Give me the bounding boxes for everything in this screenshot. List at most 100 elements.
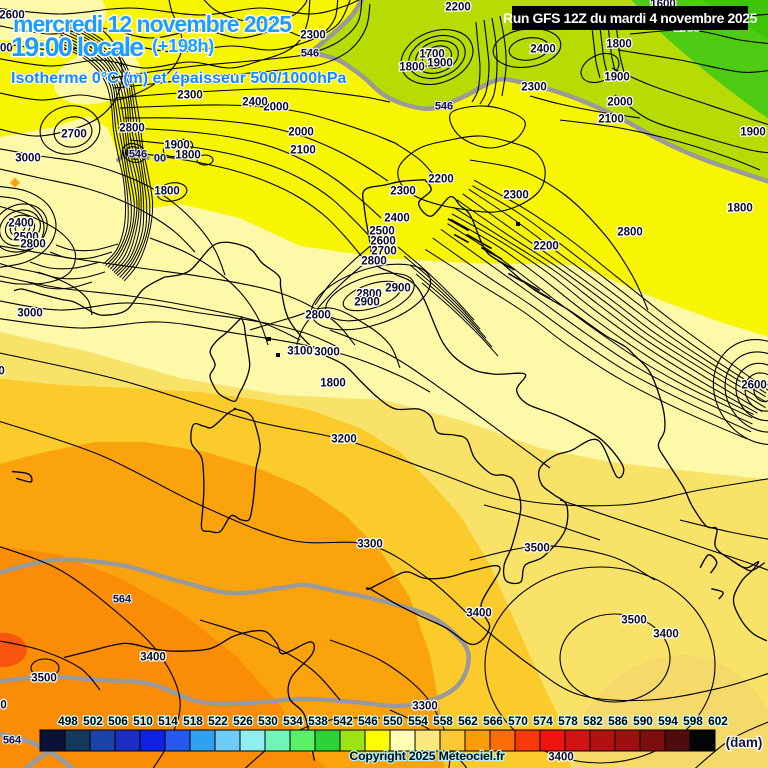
svg-text:564: 564: [113, 594, 132, 606]
svg-text:2300: 2300: [503, 190, 529, 202]
svg-text:2300: 2300: [300, 30, 326, 42]
svg-text:1800: 1800: [606, 39, 632, 51]
svg-text:3000: 3000: [15, 153, 41, 165]
svg-text:590: 590: [633, 714, 653, 728]
svg-text:2500: 2500: [13, 232, 39, 244]
svg-text:2600: 2600: [741, 380, 767, 392]
svg-text:3100: 3100: [287, 346, 313, 358]
svg-text:3400: 3400: [653, 629, 679, 641]
svg-text:554: 554: [408, 714, 428, 728]
svg-text:578: 578: [558, 714, 578, 728]
svg-text:3000: 3000: [314, 347, 340, 359]
svg-text:2600: 2600: [0, 10, 25, 22]
svg-text:3300: 3300: [357, 539, 383, 551]
svg-text:2200: 2200: [445, 2, 471, 14]
svg-text:2300: 2300: [177, 90, 203, 102]
svg-text:Run GFS 12Z du mardi 4 novembr: Run GFS 12Z du mardi 4 novembre 2025: [503, 10, 758, 26]
svg-text:3400: 3400: [548, 752, 574, 764]
svg-text:2100: 2100: [598, 114, 624, 126]
svg-text:550: 550: [383, 714, 403, 728]
svg-text:Isotherme 0°C (m) et épaisseur: Isotherme 0°C (m) et épaisseur 500/1000h…: [11, 70, 347, 87]
svg-text:1700: 1700: [419, 49, 445, 61]
svg-text:534: 534: [283, 714, 303, 728]
svg-text:562: 562: [458, 714, 478, 728]
svg-text:3400: 3400: [0, 700, 7, 712]
svg-text:3200: 3200: [331, 434, 357, 446]
svg-text:(+198h): (+198h): [152, 35, 214, 56]
svg-text:2800: 2800: [20, 239, 46, 251]
svg-text:2800: 2800: [617, 227, 643, 239]
svg-text:2800: 2800: [305, 310, 331, 322]
svg-text:2500: 2500: [369, 226, 395, 238]
svg-text:1800: 1800: [727, 203, 753, 215]
svg-text:522: 522: [208, 714, 228, 728]
svg-text:3500: 3500: [31, 673, 57, 685]
svg-text:2400: 2400: [530, 44, 556, 56]
svg-text:1800: 1800: [399, 62, 425, 74]
svg-text:2700: 2700: [371, 246, 397, 258]
svg-text:3100: 3100: [0, 366, 5, 378]
svg-text:574: 574: [533, 714, 553, 728]
svg-text:564: 564: [3, 735, 22, 747]
svg-text:598: 598: [683, 714, 703, 728]
svg-text:2400: 2400: [8, 218, 34, 230]
svg-text:546: 546: [358, 714, 378, 728]
svg-text:3500: 3500: [524, 543, 550, 555]
svg-text:566: 566: [483, 714, 503, 728]
svg-text:mercredi 12 novembre 2025: mercredi 12 novembre 2025: [13, 11, 292, 37]
svg-text:586: 586: [608, 714, 628, 728]
svg-text:2800: 2800: [361, 256, 387, 268]
svg-text:498: 498: [58, 714, 78, 728]
svg-text:2000: 2000: [288, 127, 314, 139]
svg-text:3400: 3400: [140, 652, 166, 664]
svg-text:594: 594: [658, 714, 678, 728]
svg-text:2800: 2800: [119, 123, 145, 135]
svg-text:2700: 2700: [61, 129, 87, 141]
svg-text:1800: 1800: [320, 378, 346, 390]
svg-text:530: 530: [258, 714, 278, 728]
svg-text:546: 546: [301, 48, 319, 60]
svg-text:1900: 1900: [740, 127, 766, 139]
svg-text:2700: 2700: [0, 43, 13, 55]
svg-text:2000: 2000: [263, 102, 289, 114]
svg-text:00: 00: [154, 153, 166, 165]
svg-text:558: 558: [433, 714, 453, 728]
svg-text:3400: 3400: [466, 608, 492, 620]
svg-text:2300: 2300: [390, 186, 416, 198]
svg-text:2400: 2400: [384, 213, 410, 225]
svg-text:2000: 2000: [607, 97, 633, 109]
svg-text:19:00 locale: 19:00 locale: [11, 32, 144, 62]
svg-text:Copyright 2025 Meteociel.fr: Copyright 2025 Meteociel.fr: [349, 749, 505, 763]
svg-text:1600: 1600: [650, 0, 676, 11]
svg-text:2100: 2100: [290, 145, 316, 157]
svg-text:1800: 1800: [154, 186, 180, 198]
svg-text:1900: 1900: [427, 58, 453, 70]
svg-text:502: 502: [83, 714, 103, 728]
svg-text:2900: 2900: [354, 297, 380, 309]
svg-text:570: 570: [508, 714, 528, 728]
svg-text:1800: 1800: [175, 150, 201, 162]
svg-text:3300: 3300: [412, 701, 438, 713]
svg-text:542: 542: [333, 714, 353, 728]
svg-text:518: 518: [183, 714, 203, 728]
svg-text:514: 514: [158, 714, 178, 728]
svg-text:510: 510: [133, 714, 153, 728]
svg-text:546: 546: [435, 101, 453, 113]
svg-text:1900: 1900: [604, 72, 630, 84]
svg-text:538: 538: [308, 714, 328, 728]
svg-text:2200: 2200: [533, 241, 559, 253]
svg-text:582: 582: [583, 714, 603, 728]
svg-text:2400: 2400: [242, 97, 268, 109]
svg-text:1900: 1900: [164, 140, 190, 152]
svg-text:3500: 3500: [621, 615, 647, 627]
svg-text:602: 602: [708, 714, 728, 728]
svg-text:2900: 2900: [385, 283, 411, 295]
svg-text:(dam): (dam): [726, 735, 763, 750]
svg-text:546: 546: [129, 149, 147, 161]
svg-text:2200: 2200: [428, 174, 454, 186]
svg-text:506: 506: [108, 714, 128, 728]
svg-text:526: 526: [233, 714, 253, 728]
svg-text:3000: 3000: [17, 308, 43, 320]
svg-text:2300: 2300: [521, 82, 547, 94]
svg-text:2800: 2800: [356, 289, 382, 301]
